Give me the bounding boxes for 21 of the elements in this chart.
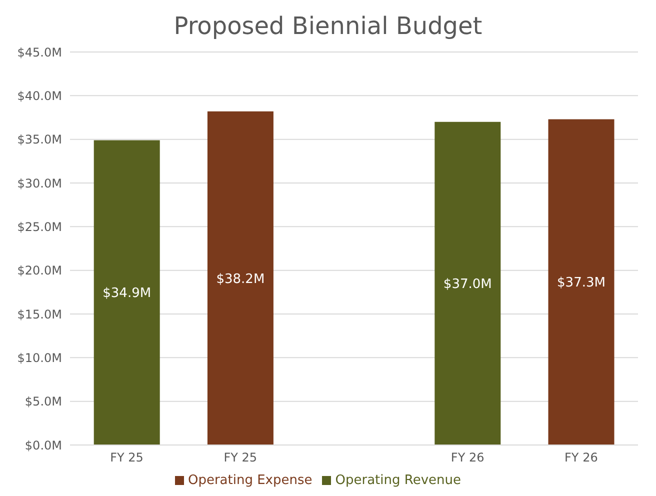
- data-label: $34.9M: [102, 286, 152, 302]
- y-tick-label: $15.0M: [17, 307, 62, 322]
- data-label: $38.2M: [216, 272, 265, 287]
- data-label: $37.0M: [443, 277, 492, 292]
- y-tick-label: $20.0M: [17, 264, 62, 278]
- chart-title: Proposed Biennial Budget: [172, 11, 484, 42]
- data-label: $37.3M: [557, 276, 606, 291]
- y-tick-label: $35.0M: [17, 132, 62, 147]
- y-tick-label: $40.0M: [17, 88, 62, 103]
- x-tick-label: FY 25: [224, 450, 258, 465]
- y-tick-label: $0.0M: [24, 438, 62, 452]
- y-tick-label: $5.0M: [24, 394, 62, 409]
- x-tick-label: FY 26: [450, 450, 484, 465]
- x-tick-label: FY 25: [110, 450, 144, 465]
- y-tick-label: $30.0M: [17, 176, 62, 190]
- y-tick-label: $10.0M: [17, 350, 62, 365]
- y-tick-label: $45.0M: [17, 45, 62, 60]
- y-tick-label: $25.0M: [17, 220, 62, 234]
- x-tick-label: FY 26: [564, 450, 598, 465]
- legend-label: Operating Revenue: [335, 473, 462, 488]
- legend-label: Operating Expense: [188, 473, 312, 488]
